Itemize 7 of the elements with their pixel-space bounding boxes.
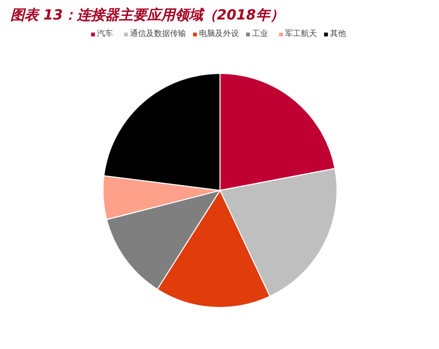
chart-title: 图表 13：连接器主要应用领域（2018年） bbox=[10, 6, 284, 24]
legend-label: 汽车 bbox=[97, 28, 114, 39]
legend-label: 军工航天 bbox=[285, 28, 317, 39]
legend-label: 通信及数据传输 bbox=[130, 28, 186, 39]
legend-label: 电脑及外设 bbox=[199, 28, 239, 39]
legend-label: 其他 bbox=[330, 28, 347, 39]
legend-label: 工业 bbox=[252, 28, 269, 39]
